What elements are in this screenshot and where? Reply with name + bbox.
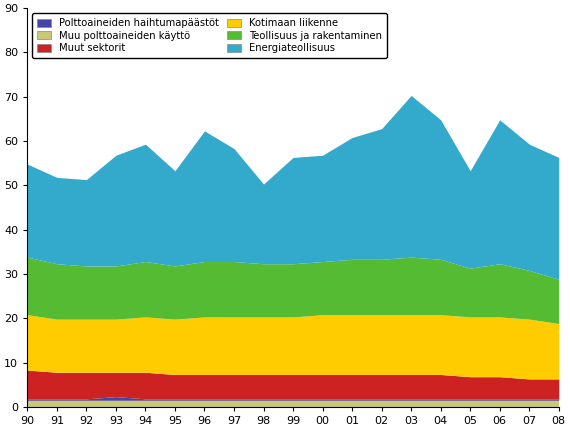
- Legend: Polttoaineiden haihtumapäästöt, Muu polttoaineiden käyttö, Muut sektorit, Kotima: Polttoaineiden haihtumapäästöt, Muu polt…: [32, 13, 387, 58]
